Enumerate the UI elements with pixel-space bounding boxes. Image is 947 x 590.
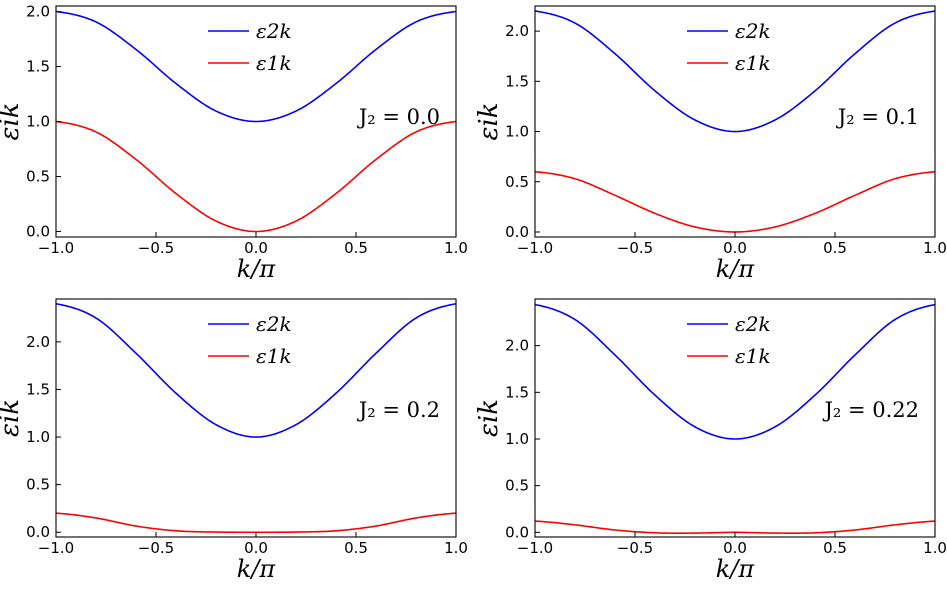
x-tick-label: 0.5: [344, 239, 368, 257]
series-line-e1k: [55, 512, 457, 534]
series-line-e1k: [55, 120, 457, 233]
x-tick-label: −0.5: [617, 539, 653, 557]
y-tick-label: 0.0: [505, 523, 529, 541]
j2-annotation: J₂ = 0.1: [836, 105, 919, 129]
legend-label: ε2k: [256, 312, 292, 336]
x-tick-label: −1.0: [38, 239, 74, 257]
y-axis-label: εik: [474, 102, 504, 140]
y-tick-label: 0.5: [505, 173, 529, 191]
legend-label: ε2k: [256, 19, 292, 43]
y-tick-label: 0.5: [26, 168, 50, 186]
legend-label: ε1k: [735, 51, 771, 75]
y-tick-label: 1.5: [26, 380, 50, 398]
x-tick-label: −1.0: [38, 539, 74, 557]
x-tick-label: 1.0: [923, 239, 947, 257]
chart-panel-1: −1.0 −0.5 0.0 0.5 1.0 0.0 0.5 1.0 1.5 2.0 k/π εik J₂…: [0, 3, 468, 284]
legend-label: ε1k: [256, 344, 292, 368]
x-tick-label: 0.0: [244, 239, 268, 257]
x-tick-label: 1.0: [444, 539, 468, 557]
y-tick-label: 1.5: [26, 58, 50, 76]
y-tick-label: 1.0: [505, 430, 529, 448]
x-tick-label: −1.0: [517, 239, 553, 257]
legend-label: ε1k: [735, 344, 771, 368]
y-tick-label: 1.0: [26, 113, 50, 131]
x-tick-label: 1.0: [444, 239, 468, 257]
y-axis-label: εik: [474, 399, 504, 437]
x-tick-label: −0.5: [138, 239, 174, 257]
x-axis-label: k/π: [237, 555, 277, 583]
x-tick-label: −0.5: [138, 539, 174, 557]
x-axis-label: k/π: [716, 555, 756, 583]
x-tick-label: −0.5: [617, 239, 653, 257]
y-tick-label: 1.5: [505, 72, 529, 90]
x-tick-label: 0.5: [823, 239, 847, 257]
y-tick-label: 2.0: [26, 3, 50, 21]
x-tick-label: 1.0: [923, 539, 947, 557]
legend-label: ε2k: [735, 312, 771, 336]
chart-panel-2: −1.0 −0.5 0.0 0.5 1.0 0.0 0.5 1.0 1.5 2.0 k/π εik J₂…: [474, 5, 947, 283]
y-tick-label: 0.0: [26, 223, 50, 241]
y-tick-label: 2.0: [26, 333, 50, 351]
y-tick-label: 0.5: [26, 476, 50, 494]
series-line-e2k: [534, 303, 936, 440]
x-tick-label: 0.5: [344, 539, 368, 557]
j2-annotation: J₂ = 0.0: [357, 105, 440, 129]
chart-panel-4: −1.0 −0.5 0.0 0.5 1.0 0.0 0.5 1.0 1.5 2.0 k/π εik J₂…: [474, 298, 947, 583]
x-axis-label: k/π: [716, 255, 756, 283]
x-tick-label: −1.0: [517, 539, 553, 557]
series-line-e1k: [534, 170, 936, 233]
x-axis-label: k/π: [237, 255, 277, 283]
x-tick-label: 0.0: [723, 239, 747, 257]
chart-panel-3: −1.0 −0.5 0.0 0.5 1.0 0.0 0.5 1.0 1.5 2.0 k/π εik J₂…: [0, 298, 468, 583]
y-tick-label: 0.0: [26, 523, 50, 541]
y-tick-label: 1.5: [505, 383, 529, 401]
x-tick-label: 0.0: [244, 539, 268, 557]
series-line-e2k: [55, 10, 457, 123]
y-axis-label: εik: [0, 102, 25, 140]
j2-annotation: J₂ = 0.2: [357, 398, 440, 422]
series-line-e1k: [534, 520, 936, 534]
y-axis-label: εik: [0, 399, 25, 437]
x-tick-label: 0.5: [823, 539, 847, 557]
y-tick-label: 2.0: [505, 22, 529, 40]
y-tick-label: 1.0: [505, 123, 529, 141]
legend-label: ε1k: [256, 51, 292, 75]
series-line-e2k: [55, 302, 457, 438]
legend-label: ε2k: [735, 19, 771, 43]
x-tick-label: 0.0: [723, 539, 747, 557]
y-tick-label: 0.5: [505, 477, 529, 495]
y-tick-label: 2.0: [505, 337, 529, 355]
y-tick-label: 0.0: [505, 223, 529, 241]
j2-annotation: J₂ = 0.22: [822, 398, 919, 422]
series-line-e2k: [534, 10, 936, 133]
y-tick-label: 1.0: [26, 428, 50, 446]
